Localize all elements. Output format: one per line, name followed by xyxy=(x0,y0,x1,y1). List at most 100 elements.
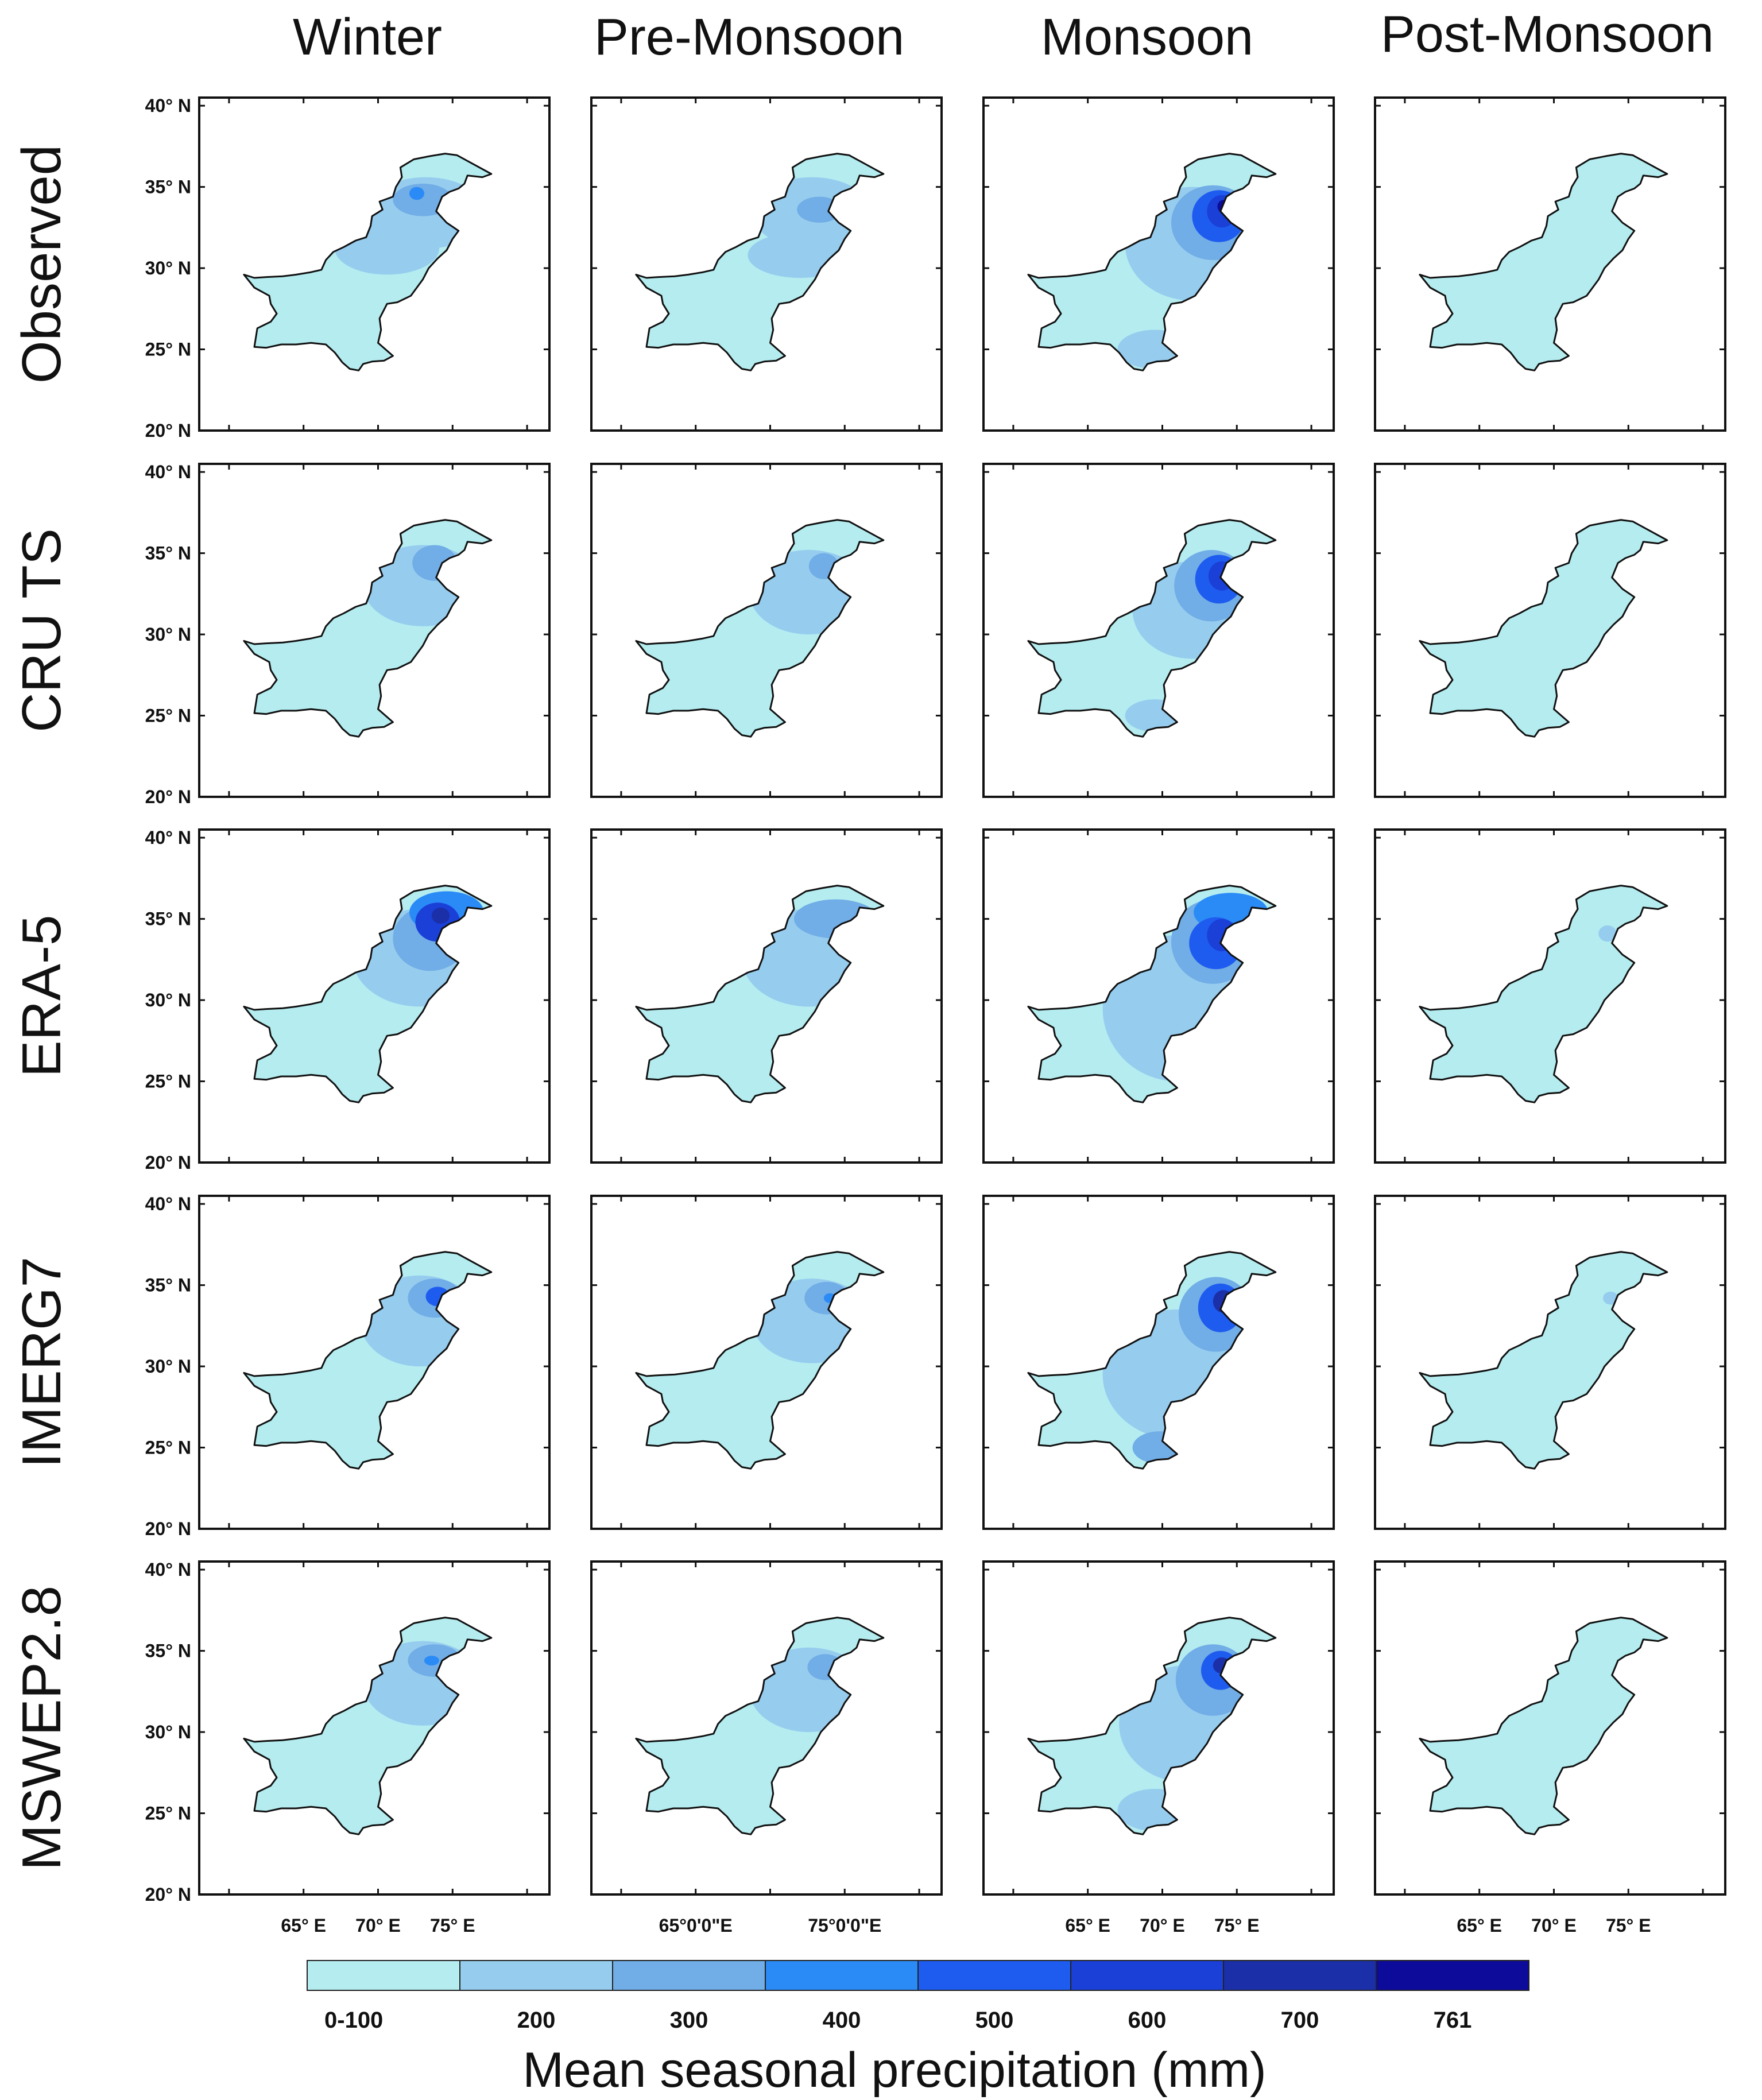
lat-label: 30° N xyxy=(145,1356,191,1377)
lat-label: 20° N xyxy=(145,1152,191,1173)
country-outline xyxy=(635,519,885,738)
legend-swatch xyxy=(1376,1960,1529,1991)
lat-label: 35° N xyxy=(145,543,191,564)
lat-label: 20° N xyxy=(145,1518,191,1539)
panel-border xyxy=(1374,463,1726,798)
lon-label: 70° E xyxy=(1140,1915,1185,1936)
precip-zone-level-1 xyxy=(1598,925,1617,942)
lat-label: 20° N xyxy=(145,420,191,441)
legend-label: 700 xyxy=(1281,2008,1319,2033)
country-fill xyxy=(1419,1252,1667,1469)
map-panel-mswep2-8-winter: 40° N 35° N 30° N 25° N 20° N 65° E 70° E 75° E xyxy=(145,1559,551,1936)
map-panel-mswep2-8-pre-monsoon: 65°0'0"E 75°0'0"E xyxy=(590,1560,943,1936)
country-outline xyxy=(1027,885,1277,1103)
legend-swatch xyxy=(307,1960,460,1991)
precip-zone-level-3 xyxy=(424,1656,439,1666)
country-outline xyxy=(243,1251,493,1470)
lon-label: 70° E xyxy=(1531,1915,1577,1936)
legend-swatch xyxy=(1223,1960,1377,1991)
legend-labels: 0-100 200 300 400 500 600 700 761 xyxy=(324,2008,1471,2033)
precip-zone-level-3 xyxy=(409,187,424,200)
country-outline xyxy=(635,885,885,1103)
country-outline xyxy=(1027,153,1277,371)
map-panel-imerg7-pre-monsoon xyxy=(590,1195,943,1530)
map-panel-imerg7-post-monsoon xyxy=(1374,1195,1726,1530)
lat-label: 25° N xyxy=(145,706,191,726)
legend-swatch xyxy=(1070,1960,1224,1991)
country-fill xyxy=(1419,153,1667,371)
panel-border xyxy=(982,1195,1335,1530)
lat-label: 40° N xyxy=(145,827,191,848)
map-panel-mswep2-8-post-monsoon: 65° E 70° E 75° E xyxy=(1374,1560,1726,1936)
lat-label: 40° N xyxy=(145,462,191,482)
panel-border xyxy=(198,463,551,798)
lat-label: 35° N xyxy=(145,909,191,929)
lat-label: 40° N xyxy=(145,1559,191,1580)
lon-label: 75° E xyxy=(1214,1915,1260,1936)
legend-swatch xyxy=(917,1960,1071,1991)
map-panel-era-5-winter: 40° N 35° N 30° N 25° N 20° N xyxy=(145,827,551,1173)
panel-border xyxy=(198,1195,551,1530)
country-outline xyxy=(1419,519,1668,738)
legend-label: 761 xyxy=(1434,2008,1472,2033)
panel-border xyxy=(982,96,1335,432)
lat-label: 40° N xyxy=(145,95,191,116)
col-title-winter: Winter xyxy=(293,9,442,66)
row-title-cru-ts: CRU TS xyxy=(11,528,72,733)
lat-label: 35° N xyxy=(145,1275,191,1296)
lat-label: 25° N xyxy=(145,1803,191,1824)
lon-label: 65° E xyxy=(1457,1915,1502,1936)
country-fill xyxy=(1419,520,1667,737)
precip-contours xyxy=(1603,1291,1618,1305)
country-outline xyxy=(1419,153,1668,371)
map-panel-era-5-monsoon xyxy=(982,828,1335,1164)
panel-border xyxy=(982,1560,1335,1896)
panel-border xyxy=(590,1195,943,1530)
panel-border xyxy=(1374,96,1726,432)
precip-zone-level-6 xyxy=(431,907,450,924)
lat-label: 30° N xyxy=(145,1722,191,1742)
map-panels: 40° N 35° N 30° N 25° N 20° N 40° N 35° N 30° N… xyxy=(145,95,1726,1936)
lat-label: 35° N xyxy=(145,1641,191,1661)
country-outline xyxy=(635,153,885,371)
precip-zone-level-1 xyxy=(1603,1291,1618,1305)
legend-swatch xyxy=(612,1960,766,1991)
row-titles: Observed CRU TS ERA-5 IMERG7 MSWEP2.8 xyxy=(11,145,72,1870)
panel-border xyxy=(590,828,943,1164)
country-outline xyxy=(1027,1617,1277,1835)
lon-label: 65° E xyxy=(281,1915,326,1936)
lat-label: 25° N xyxy=(145,339,191,360)
precipitation-legend: 0-100 200 300 400 500 600 700 761 Mean seasonal… xyxy=(307,1960,1529,2098)
country-outline xyxy=(243,153,493,371)
precip-zone-level-2 xyxy=(797,196,842,223)
map-panel-imerg7-monsoon xyxy=(982,1195,1335,1530)
legend-label: 500 xyxy=(975,2008,1014,2033)
country-outline xyxy=(1419,1617,1668,1835)
map-panel-cru-ts-winter: 40° N 35° N 30° N 25° N 20° N xyxy=(145,462,551,807)
panel-border xyxy=(198,1560,551,1896)
legend-label: 300 xyxy=(670,2008,708,2033)
map-panel-observed-pre-monsoon xyxy=(590,96,943,432)
lon-label: 70° E xyxy=(355,1915,401,1936)
lon-label: 65° E xyxy=(1065,1915,1110,1936)
legend-label: 600 xyxy=(1128,2008,1167,2033)
precip-contours xyxy=(1598,925,1617,942)
lat-label: 30° N xyxy=(145,990,191,1010)
lat-label: 30° N xyxy=(145,258,191,278)
col-title-monsoon: Monsoon xyxy=(1041,9,1253,66)
row-title-mswep2-8: MSWEP2.8 xyxy=(11,1586,72,1870)
lon-label: 65°0'0"E xyxy=(659,1915,733,1936)
map-panel-era-5-post-monsoon xyxy=(1374,828,1726,1164)
country-outline xyxy=(243,519,493,738)
map-panel-cru-ts-pre-monsoon xyxy=(590,463,943,798)
lat-label: 35° N xyxy=(145,177,191,197)
map-panel-era-5-pre-monsoon xyxy=(590,828,943,1164)
lat-label: 25° N xyxy=(145,1438,191,1458)
map-panel-cru-ts-monsoon xyxy=(982,463,1335,798)
country-outline xyxy=(243,885,493,1103)
legend-label: 0-100 xyxy=(324,2008,383,2033)
lat-label: 20° N xyxy=(145,1884,191,1905)
country-outline xyxy=(635,1617,885,1835)
lon-label: 75° E xyxy=(430,1915,475,1936)
panel-border xyxy=(982,463,1335,798)
